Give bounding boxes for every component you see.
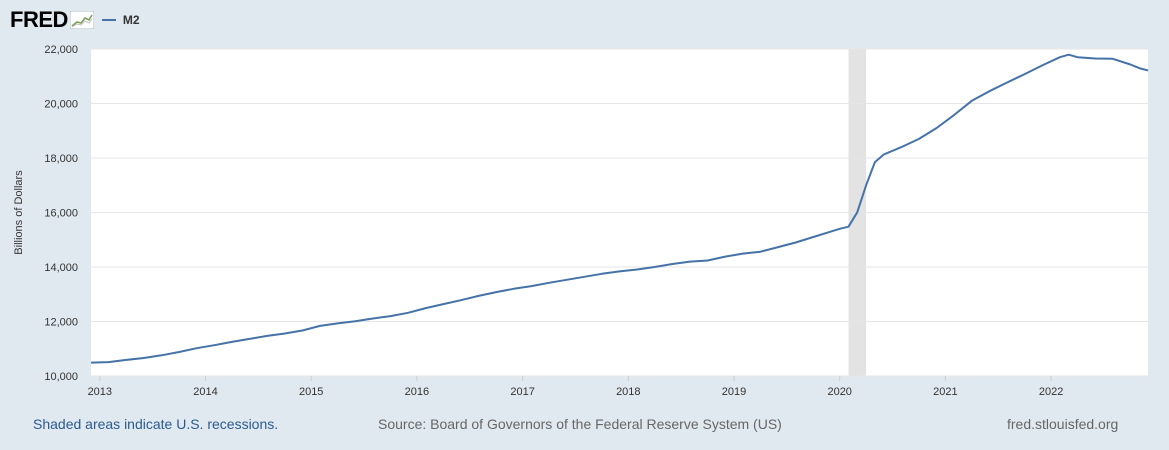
legend[interactable]: M2 bbox=[101, 13, 140, 27]
y-tick-label: 20,000 bbox=[44, 99, 78, 111]
y-axis-label: Billions of Dollars bbox=[13, 170, 25, 255]
gridlines bbox=[91, 48, 1148, 377]
x-tick-label: 2017 bbox=[510, 386, 534, 398]
legend-label-m2: M2 bbox=[122, 13, 140, 27]
x-tick-label: 2022 bbox=[1039, 386, 1063, 398]
x-tick-label: 2018 bbox=[616, 386, 640, 398]
x-tick-label: 2021 bbox=[933, 386, 957, 398]
x-tick-label: 2020 bbox=[827, 386, 851, 398]
y-tick-label: 18,000 bbox=[44, 153, 78, 165]
site-link[interactable]: fred.stlouisfed.org bbox=[1007, 416, 1119, 432]
footer: Shaded areas indicate U.S. recessions. S… bbox=[0, 416, 1169, 436]
y-tick-label: 22,000 bbox=[44, 44, 78, 56]
y-tick-label: 16,000 bbox=[44, 208, 78, 220]
chart-header: FRED M2 bbox=[10, 6, 140, 34]
chart: 10,000 12,000 14,000 16,000 18,000 20,000 22,0… bbox=[13, 44, 1149, 398]
y-tick-label: 12,000 bbox=[44, 317, 78, 329]
x-tick-label: 2019 bbox=[722, 386, 746, 398]
x-axis-ticks: 2013 2014 2015 2016 2017 2018 2019 2020 2021 2022 bbox=[88, 376, 1063, 398]
x-tick-label: 2016 bbox=[405, 386, 429, 398]
fred-logo[interactable]: FRED bbox=[10, 7, 68, 32]
series-line-m2[interactable] bbox=[90, 53, 1149, 364]
x-tick-label: 2013 bbox=[88, 386, 112, 398]
fred-logo-graph-icon bbox=[69, 11, 94, 29]
recession-note-link[interactable]: Shaded areas indicate U.S. recessions. bbox=[33, 416, 279, 432]
x-tick-label: 2015 bbox=[299, 386, 323, 398]
x-tick-label: 2014 bbox=[193, 386, 217, 398]
source-note: Source: Board of Governors of the Federa… bbox=[378, 416, 782, 432]
y-tick-label: 14,000 bbox=[44, 262, 78, 274]
y-axis-ticks: 10,000 12,000 14,000 16,000 18,000 20,000 22,0… bbox=[44, 44, 78, 383]
legend-swatch bbox=[101, 19, 116, 21]
y-tick-label: 10,000 bbox=[44, 371, 78, 383]
series-layer[interactable] bbox=[90, 53, 1149, 364]
